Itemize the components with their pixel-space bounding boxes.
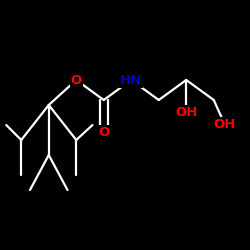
- Text: OH: OH: [214, 118, 236, 132]
- Text: HN: HN: [120, 74, 142, 86]
- Text: OH: OH: [175, 106, 198, 119]
- Text: O: O: [71, 74, 82, 86]
- Text: O: O: [98, 126, 110, 139]
